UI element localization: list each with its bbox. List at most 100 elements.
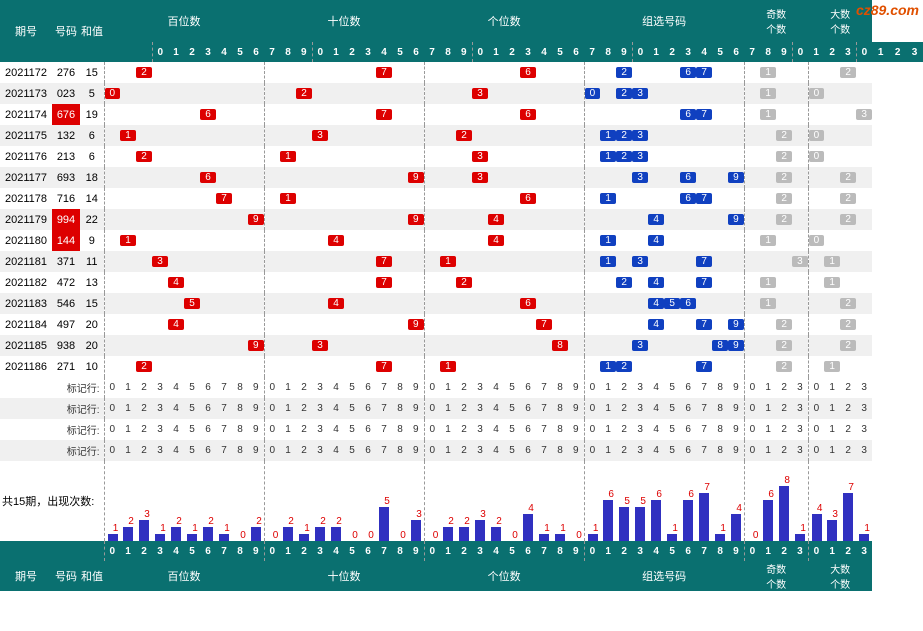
digit-cell [216, 83, 232, 104]
digit-header: 5 [664, 541, 680, 561]
digit-cell [472, 314, 488, 335]
digit-cell [232, 230, 248, 251]
digit-cell [440, 167, 456, 188]
digit-cell [216, 125, 232, 146]
group-cell: 6 [680, 62, 696, 83]
mark-cell: 3 [856, 440, 872, 461]
odd-cell: 2 [776, 146, 792, 167]
mark-cell: 2 [136, 419, 152, 440]
big-cell: 2 [840, 314, 856, 335]
group-cell [680, 335, 696, 356]
digit-cell [520, 125, 536, 146]
group-cell [632, 104, 648, 125]
period-cell: 2021185 [0, 335, 52, 356]
num-cell: 938 [52, 335, 80, 356]
digit-cell [312, 314, 328, 335]
mark-cell: 9 [248, 440, 264, 461]
digit-cell [328, 167, 344, 188]
group-cell [648, 104, 664, 125]
digit-cell [152, 272, 168, 293]
mark-cell: 1 [760, 398, 776, 419]
digit-header: 5 [504, 541, 520, 561]
mark-cell: 1 [760, 419, 776, 440]
mark-cell: 3 [792, 377, 808, 398]
mark-cell: 3 [632, 398, 648, 419]
mark-cell: 0 [584, 440, 600, 461]
digit-header: 5 [712, 42, 728, 62]
digit-cell [552, 125, 568, 146]
header-num: 号码 [52, 0, 80, 62]
digit-cell [200, 188, 216, 209]
digit-header: 8 [440, 42, 456, 62]
freq-bar-cell: 2 [328, 461, 344, 541]
mark-cell: 0 [264, 440, 280, 461]
group-cell [632, 209, 648, 230]
digit-cell [120, 83, 136, 104]
group-cell [728, 146, 744, 167]
digit-cell [296, 209, 312, 230]
group-cell [648, 356, 664, 377]
sum-cell: 18 [80, 167, 104, 188]
digit-cell [264, 293, 280, 314]
group-cell [616, 251, 632, 272]
digit-cell [264, 335, 280, 356]
digit-cell [552, 293, 568, 314]
digit-header: 2 [344, 42, 360, 62]
mark-cell: 2 [296, 398, 312, 419]
digit-cell [440, 335, 456, 356]
period-cell: 2021183 [0, 293, 52, 314]
digit-cell [488, 125, 504, 146]
digit-cell [424, 314, 440, 335]
digit-cell [440, 83, 456, 104]
header-odd: 奇数 个数 [744, 0, 808, 42]
mark-cell: 8 [552, 398, 568, 419]
group-cell [616, 209, 632, 230]
freq-bar-cell: 0 [344, 461, 360, 541]
freq-bar-cell: 0 [264, 461, 280, 541]
digit-cell [136, 335, 152, 356]
digit-cell [568, 335, 584, 356]
mark-cell: 9 [568, 377, 584, 398]
digit-cell [504, 83, 520, 104]
digit-cell [216, 209, 232, 230]
digit-cell [296, 356, 312, 377]
digit-cell [504, 230, 520, 251]
digit-cell: 8 [552, 335, 568, 356]
freq-bar-cell: 0 [568, 461, 584, 541]
digit-cell [472, 335, 488, 356]
mark-cell: 6 [520, 377, 536, 398]
digit-header: 2 [504, 42, 520, 62]
group-cell [696, 125, 712, 146]
digit-cell [344, 293, 360, 314]
odd-cell [792, 356, 808, 377]
group-cell [664, 335, 680, 356]
group-cell [616, 230, 632, 251]
digit-cell [392, 272, 408, 293]
digit-header: 6 [248, 42, 264, 62]
digit-cell [312, 104, 328, 125]
mark-cell: 3 [632, 419, 648, 440]
data-row: 20211859382093838922 [0, 335, 923, 356]
big-cell: 0 [808, 230, 824, 251]
mark-cell: 9 [408, 419, 424, 440]
freq-bar-cell: 1 [152, 461, 168, 541]
digit-cell [280, 314, 296, 335]
group-cell [728, 104, 744, 125]
mark-cell: 9 [248, 419, 264, 440]
group-cell [680, 146, 696, 167]
mark-cell: 0 [264, 377, 280, 398]
digit-cell [360, 272, 376, 293]
mark-cell: 5 [504, 398, 520, 419]
digit-cell [232, 335, 248, 356]
digit-cell [424, 356, 440, 377]
period-cell: 2021182 [0, 272, 52, 293]
digit-header: 5 [552, 42, 568, 62]
big-cell [808, 188, 824, 209]
group-cell [648, 188, 664, 209]
mark-cell: 8 [232, 398, 248, 419]
odd-cell [744, 104, 760, 125]
group-cell: 4 [648, 293, 664, 314]
digit-cell [280, 104, 296, 125]
digit-cell [360, 335, 376, 356]
digit-cell: 1 [120, 230, 136, 251]
